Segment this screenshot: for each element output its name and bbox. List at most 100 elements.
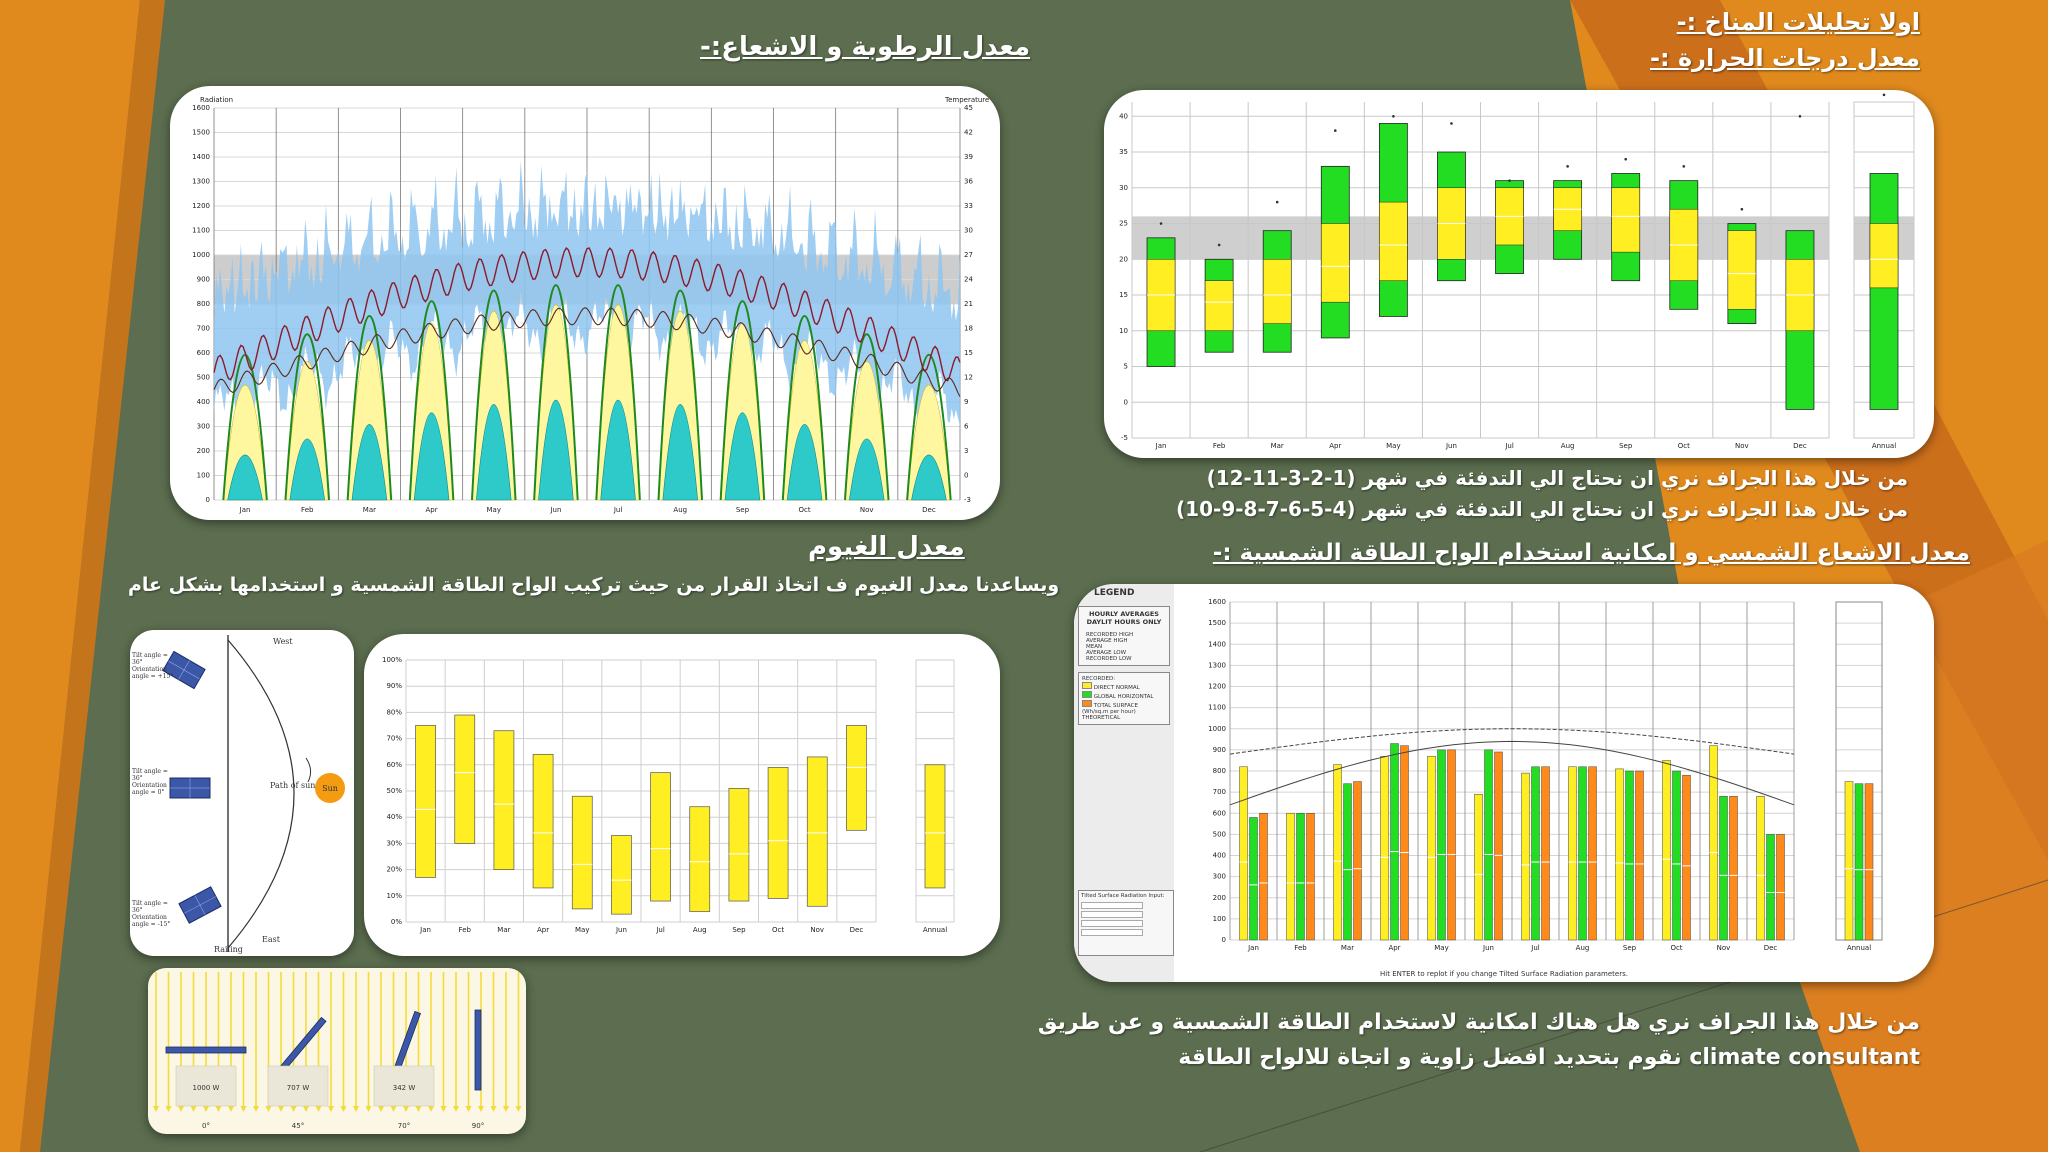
sun-path-label: Path of sun [270, 781, 315, 790]
sun-ray-arrow-4 [203, 1106, 209, 1112]
solar-bar-dec-global [1766, 834, 1775, 941]
month-label-oct: Oct [799, 506, 811, 514]
record-high-apr [1333, 129, 1337, 132]
solar-panel-icon-top [162, 650, 206, 690]
cloud-bar-jul-range [650, 772, 671, 902]
y-left-tick-4: 1200 [192, 202, 210, 210]
global-radiation-dec [906, 354, 952, 501]
solar-bar-nov-global [1719, 796, 1728, 941]
y-left-tick-7: 900 [197, 276, 210, 284]
solar-bar-jun-total [1494, 751, 1503, 941]
tilt-input-field-3[interactable] [1081, 920, 1143, 927]
y-left-tick-2: 1400 [192, 153, 210, 161]
month-label-nov: Nov [1717, 944, 1731, 952]
month-label-jan: Jan [239, 506, 251, 514]
month-label-jan: Jan [1155, 442, 1167, 450]
y-right-tick-13: 6 [964, 423, 969, 431]
y-tick-label-3: 25 [1119, 220, 1128, 228]
panel-plate-3 [474, 1009, 482, 1091]
y-tick-label-13: 300 [1213, 873, 1226, 881]
temperature-note-heating: من خلال هذا الجراف نري ان نحتاج الي التد… [1206, 466, 1908, 490]
record-high-nov [1740, 207, 1744, 211]
panel-angle-1: 45° [292, 1122, 304, 1130]
legend-average-high: AVERAGE HIGH [1086, 638, 1128, 644]
east-label: East [262, 935, 281, 944]
sun-ray-arrow-14 [328, 1106, 334, 1112]
panel-shadow-1 [267, 1065, 329, 1107]
y-left-tick-13: 300 [197, 423, 210, 431]
tilted-surface-input-title: Tilted Surface Radiation Input: [1081, 893, 1165, 899]
solar-chart-footer: Hit ENTER to replot if you change Tilted… [1380, 970, 1628, 978]
month-label-sep: Sep [736, 506, 750, 514]
month-label-mar: Mar [497, 926, 510, 934]
month-label-jun: Jun [1482, 944, 1494, 952]
month-label-may: May [1434, 944, 1448, 952]
solar-legend-box: HOURLY AVERAGES DAYLIT HOURS ONLY RECORD… [1078, 606, 1170, 666]
y-tick-label-0: 1600 [1208, 598, 1226, 606]
y-right-tick-0: 45 [964, 104, 973, 112]
sun-ray-arrow-24 [453, 1106, 459, 1112]
solar-panel-icon-0 [165, 1046, 247, 1054]
panel-shadow-0 [175, 1065, 237, 1107]
sun-ray-arrow-27 [490, 1106, 497, 1112]
solar-bar-jul-total [1541, 766, 1550, 941]
y-tick-label-1: 90% [386, 682, 402, 690]
solar-bar-oct-global [1672, 770, 1681, 941]
sun-ray-arrow-18 [378, 1106, 384, 1112]
temperature-axis-label: Temperature [944, 96, 989, 104]
month-label-nov: Nov [810, 926, 824, 934]
y-tick-label-14: 200 [1213, 894, 1226, 902]
y-tick-label-8: 20% [386, 866, 402, 874]
sun-icon [315, 773, 345, 803]
y-right-tick-11: 12 [964, 374, 973, 382]
cloud-bar-sep-range [728, 788, 750, 902]
annual-label: Annual [923, 926, 947, 934]
sun-ray-arrow-3 [190, 1106, 197, 1112]
tilt-input-field-1[interactable] [1081, 902, 1143, 909]
solar-radiation-heading: معدل الاشعاع الشمسي و امكانية استخدام ال… [1212, 540, 1970, 566]
tilt-input-field-4[interactable] [1081, 929, 1143, 936]
month-label-aug: Aug [673, 506, 687, 514]
panel-tilt-diagram: 1000 W 0° 707 W 45° 342 W 70° 90° [153, 972, 522, 1130]
temperature-heading: معدل درجات الحرارة :- [1650, 44, 1920, 72]
y-left-tick-11: 500 [197, 374, 210, 382]
y-tick-label-2: 1400 [1208, 640, 1226, 648]
global-radiation-jan [222, 354, 268, 501]
theoretical-direct-line [1229, 728, 1795, 755]
sun-ray-arrow-2 [178, 1106, 184, 1112]
record-high-oct [1682, 165, 1686, 168]
solar-bar-may-direct [1427, 755, 1436, 941]
cloud-bar-may-range [571, 795, 593, 910]
panel-angle-0: 0° [202, 1122, 210, 1130]
sun-ray-arrow-9 [265, 1106, 272, 1112]
month-label-mar: Mar [1341, 944, 1354, 952]
y-right-tick-4: 33 [964, 202, 973, 210]
legend-daylit: DAYLIT HOURS ONLY [1086, 618, 1162, 626]
y-right-tick-14: 3 [964, 447, 968, 455]
y-tick-label-3: 1300 [1208, 661, 1226, 669]
global-radiation-mar [346, 315, 393, 501]
diffuse-radiation-dec [911, 454, 947, 501]
global-radiation-may [470, 289, 517, 501]
panel-top-caption: Tilt angle = 36° Orientation angle = +15… [132, 652, 174, 680]
legend-hourly: HOURLY AVERAGES [1089, 610, 1159, 618]
panel-watts-0: 1000 W [193, 1084, 220, 1092]
solar-recorded-box: RECORDED: DIRECT NORMAL GLOBAL HORIZONTA… [1078, 672, 1170, 725]
y-left-tick-3: 1300 [192, 178, 210, 186]
legend-recorded: RECORDED: [1082, 676, 1116, 682]
solar-bar-oct-direct [1662, 760, 1671, 941]
sun-ray-arrow-12 [303, 1106, 309, 1112]
solar-bar-annual-total [1864, 783, 1874, 941]
tilt-input-field-2[interactable] [1081, 911, 1143, 918]
month-label-nov: Nov [1735, 442, 1749, 450]
legend-theoretical: THEORETICAL [1082, 715, 1121, 721]
y-left-tick-12: 400 [197, 398, 210, 406]
y-tick-label-2: 30 [1119, 184, 1128, 192]
month-label-apr: Apr [1388, 944, 1400, 952]
solar-bar-jul-direct [1521, 772, 1530, 941]
annual-frame [915, 659, 955, 923]
legend-average-low: AVERAGE LOW [1086, 650, 1127, 656]
panel-watts-1: 707 W [287, 1084, 310, 1092]
solar-bar-jun-direct [1474, 793, 1483, 941]
solar-bar-aug-global [1578, 766, 1587, 941]
